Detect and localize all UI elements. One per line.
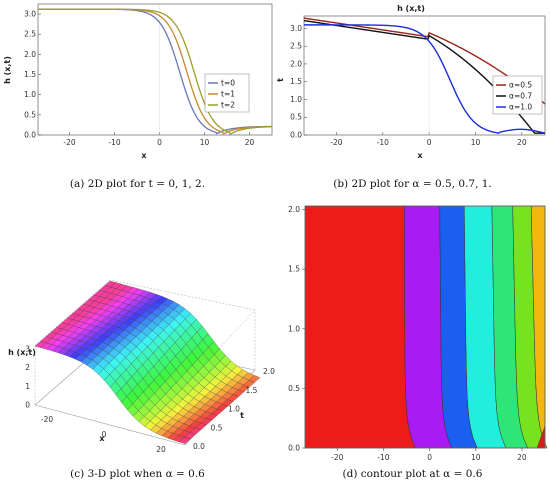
- surface-patch: [178, 437, 191, 444]
- x-tick-label: -20: [63, 138, 75, 147]
- x-tick-label: 20: [517, 453, 527, 462]
- chart-title: h (x,t): [397, 4, 425, 13]
- chart-d: -20 -10 0 10 20 0.0 0.5 1.0 1.5 2.0: [288, 205, 548, 462]
- t-tick-label: 0.0: [193, 442, 205, 451]
- legend-label: t=2: [221, 101, 235, 110]
- y-tick-label: 1.5: [24, 70, 36, 79]
- y-tick-label: 0.5: [24, 110, 36, 119]
- y-axis-label: h (x,t): [3, 56, 12, 84]
- legend-label: α=0.7: [509, 92, 532, 101]
- x-tick-label: 10: [471, 138, 481, 147]
- legend-box: [492, 75, 543, 115]
- z-tick-label: 2: [25, 363, 30, 372]
- panel-b: -20 -10 0 10 20 0.0 0.5 1.0 1.5 2.0 2.5 3.0 α=0.5 α=0…: [275, 0, 550, 200]
- x-tick-label: 20: [156, 445, 166, 454]
- y-tick-label: 0.5: [288, 384, 300, 393]
- t-tick-label: 2.0: [263, 367, 275, 376]
- t-tick-label: 0.5: [211, 423, 223, 432]
- y-tick-label: 2.5: [24, 30, 36, 39]
- y-tick-label: 2.5: [290, 42, 302, 51]
- y-tick-label: 1.0: [288, 324, 300, 333]
- box-edge: [184, 309, 256, 386]
- y-tick-label: 0.0: [288, 444, 300, 453]
- box-edge: [34, 404, 186, 446]
- y-tick-label: 0.0: [290, 131, 302, 140]
- y-tick-label: 2.0: [290, 59, 302, 68]
- t-tick-label: 1.5: [246, 386, 258, 395]
- x-tick-label: -20: [330, 138, 342, 147]
- plot-frame: [37, 3, 273, 136]
- series-line-t=2: [38, 8, 273, 135]
- t-tick-label: 1.0: [228, 405, 240, 414]
- x-tick-label: -20: [41, 415, 53, 424]
- y-tick-label: 3.0: [290, 24, 302, 33]
- z-tick-label: 1: [25, 382, 30, 391]
- y-tick-label: 2.0: [24, 50, 36, 59]
- chart-b: -20 -10 0 10 20 0.0 0.5 1.0 1.5 2.0 2.5 3.0 α=0.5 α=0…: [276, 4, 546, 160]
- chart-c: 0 1 2 3 -20 0 20 0.0 0.5 1.0 1.5 2.0 h (x,t) x t: [8, 279, 275, 454]
- y-tick-label: 1.5: [290, 77, 302, 86]
- x-tick-label: 0: [157, 138, 162, 147]
- z-axis-label: h (x,t): [8, 348, 36, 357]
- legend-label: t=1: [221, 90, 235, 99]
- y-tick-label: 1.5: [288, 265, 300, 274]
- x-tick-label: 10: [471, 453, 481, 462]
- panel-a: -20 -10 0 10 20 0.0 0.5 1.0 1.5 2.0 2.5 3.0 t=0 t=1 t=…: [0, 0, 275, 200]
- x-tick-label: -10: [108, 138, 120, 147]
- panel-c: 0 1 2 3 -20 0 20 0.0 0.5 1.0 1.5 2.0 h (x,t) x t (c) 3…: [0, 200, 275, 488]
- chart-a: -20 -10 0 10 20 0.0 0.5 1.0 1.5 2.0 2.5 3.0 t=0 t=1 t=…: [3, 3, 273, 160]
- contour-band: [304, 205, 416, 449]
- t-axis-label: t: [240, 411, 244, 420]
- x-axis-label: x: [417, 151, 423, 160]
- z-tick-label: 0: [25, 401, 30, 410]
- x-tick-label: 10: [200, 138, 210, 147]
- panel-d: -20 -10 0 10 20 0.0 0.5 1.0 1.5 2.0 (d) contour p…: [275, 200, 550, 488]
- x-tick-label: -20: [331, 453, 343, 462]
- x-tick-label: 0: [102, 430, 107, 439]
- legend-label: α=0.5: [509, 81, 532, 90]
- box-edge: [34, 279, 111, 346]
- caption-b: (b) 2D plot for α = 0.5, 0.7, 1.: [333, 178, 492, 190]
- series-line-t=0: [38, 8, 273, 135]
- legend-label: t=0: [221, 79, 235, 88]
- x-tick-label: 0: [427, 138, 432, 147]
- x-tick-label: -10: [377, 138, 389, 147]
- caption-c: (c) 3-D plot when α = 0.6: [70, 468, 205, 480]
- y-tick-label: 1.0: [290, 95, 302, 104]
- plot-frame: [303, 15, 546, 136]
- caption-d: (d) contour plot at α = 0.6: [342, 468, 483, 480]
- x-tick-label: 0: [427, 453, 432, 462]
- series-line-t=1: [38, 8, 273, 135]
- x-tick-label: -10: [377, 453, 389, 462]
- z-tick-label: 3: [25, 344, 30, 353]
- series-line-α=1.0: [304, 24, 546, 134]
- y-axis-label: t: [276, 78, 285, 82]
- x-axis-label: x: [99, 434, 105, 443]
- y-tick-label: 0.5: [290, 113, 302, 122]
- x-axis-label: x: [141, 151, 147, 160]
- x-tick-label: 20: [517, 138, 527, 147]
- caption-a: (a) 2D plot for t = 0, 1, 2.: [69, 178, 206, 190]
- y-tick-label: 2.0: [288, 205, 300, 214]
- y-tick-label: 3.0: [24, 10, 36, 19]
- x-tick-label: 20: [245, 138, 255, 147]
- plot-frame: [304, 205, 546, 449]
- y-tick-label: 1.0: [24, 90, 36, 99]
- y-tick-label: 0.0: [24, 131, 36, 140]
- legend-label: α=1.0: [509, 103, 532, 112]
- box-edge: [109, 279, 256, 311]
